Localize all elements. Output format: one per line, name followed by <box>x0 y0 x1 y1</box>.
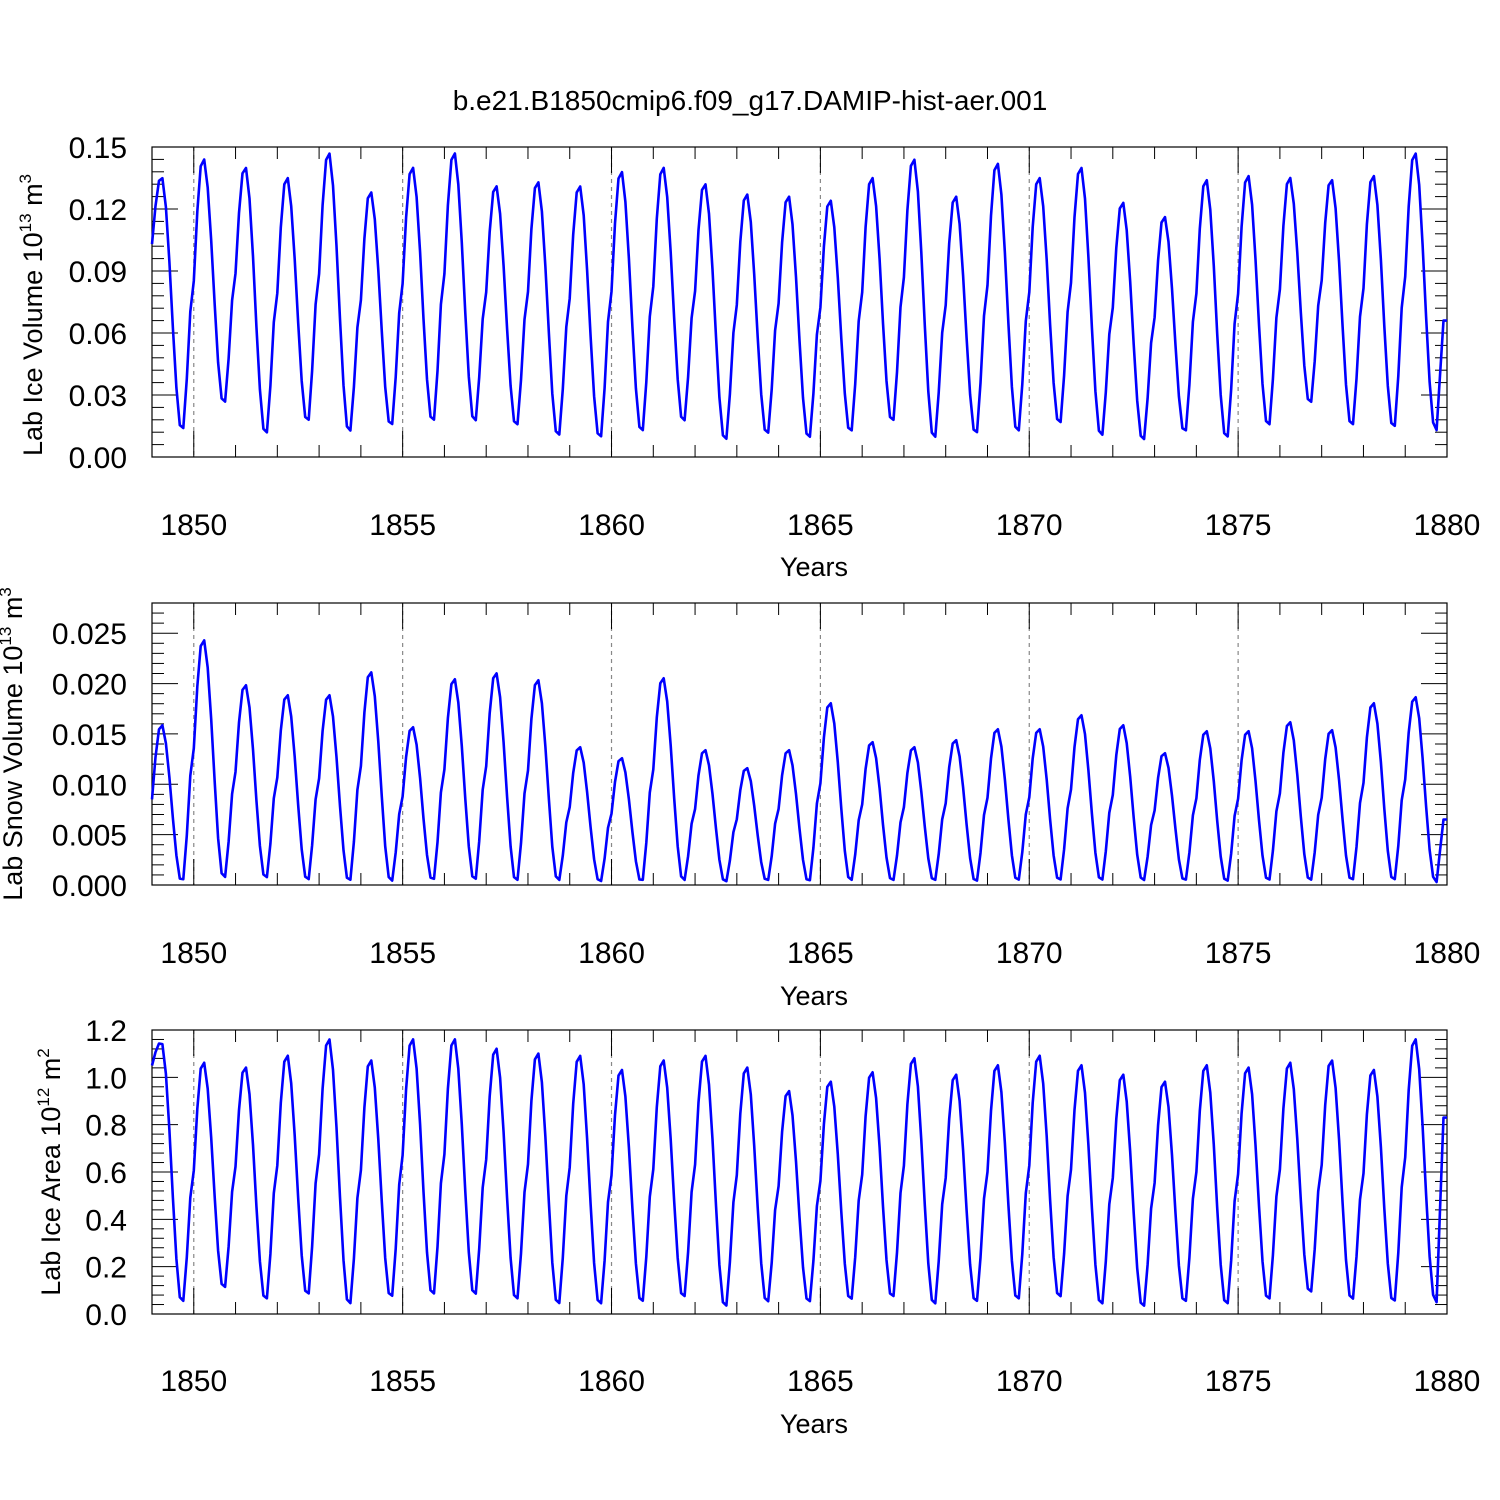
ice-area-panel: Years Lab Ice Area 1012 m2 0.0 0.2 0.4 0.6 0… <box>34 1015 1480 1439</box>
y-tick-label: 0.0 <box>85 1299 127 1332</box>
snow-volume-xlabel: Years <box>780 981 848 1011</box>
y-tick-label: 0.00 <box>69 442 127 475</box>
snow-volume-ylabel: Lab Snow Volume 1013 m3 <box>0 587 28 901</box>
y-tick-label: 0.005 <box>52 820 127 853</box>
y-tick-label: 1.0 <box>85 1062 127 1095</box>
snow-volume-series-line <box>150 639 1447 884</box>
x-tick-label: 1865 <box>787 1365 854 1398</box>
plot-frame <box>151 1029 1448 1315</box>
figure-title: b.e21.B1850cmip6.f09_g17.DAMIP-hist-aer.… <box>453 85 1048 116</box>
y-tick-label: 0.12 <box>69 194 127 227</box>
x-tick-label: 1880 <box>1414 1365 1481 1398</box>
x-tick-label: 1880 <box>1414 509 1481 542</box>
x-tick-label: 1855 <box>369 1365 436 1398</box>
y-tick-label: 0.015 <box>52 719 127 752</box>
ice-volume-ylabel: Lab Ice Volume 1013 m3 <box>16 174 48 456</box>
x-tick-label: 1875 <box>1205 509 1272 542</box>
snow-volume-panel: Years Lab Snow Volume 1013 m3 0.000 0.005… <box>0 587 1480 1011</box>
y-tick-label: 0.025 <box>52 618 127 651</box>
x-tick-label: 1855 <box>369 509 436 542</box>
y-tick-label: 0.000 <box>52 870 127 903</box>
x-tick-label: 1880 <box>1414 937 1481 970</box>
x-tick-label: 1850 <box>160 1365 227 1398</box>
y-tick-label: 0.06 <box>69 318 127 351</box>
x-tick-label: 1875 <box>1205 937 1272 970</box>
y-tick-label: 0.2 <box>85 1252 127 1285</box>
x-tick-label: 1865 <box>787 509 854 542</box>
y-tick-label: 0.6 <box>85 1157 127 1190</box>
plot-frame <box>151 146 1448 458</box>
x-tick-label: 1865 <box>787 937 854 970</box>
y-tick-label: 0.15 <box>69 132 127 165</box>
x-tick-label: 1850 <box>160 937 227 970</box>
y-tick-label: 1.2 <box>85 1015 127 1048</box>
x-tick-label: 1870 <box>996 937 1063 970</box>
ice-area-ylabel: Lab Ice Area 1012 m2 <box>34 1048 66 1296</box>
x-tick-label: 1875 <box>1205 1365 1272 1398</box>
y-tick-label: 0.03 <box>69 380 127 413</box>
y-tick-label: 0.8 <box>85 1110 127 1143</box>
ice-volume-panel: Years Lab Ice Volume 1013 m3 0.00 0.03 0.0… <box>16 132 1480 582</box>
y-tick-label: 0.010 <box>52 769 127 802</box>
x-tick-label: 1855 <box>369 937 436 970</box>
ice-area-series-line <box>150 1038 1447 1307</box>
x-tick-label: 1870 <box>996 1365 1063 1398</box>
ice-area-xlabel: Years <box>780 1409 848 1439</box>
ice-volume-xlabel: Years <box>780 552 848 582</box>
plot-frame <box>151 602 1448 886</box>
x-tick-label: 1850 <box>160 509 227 542</box>
y-tick-label: 0.09 <box>69 256 127 289</box>
ice-volume-series-line <box>150 152 1447 441</box>
x-tick-label: 1860 <box>578 509 645 542</box>
x-tick-label: 1870 <box>996 509 1063 542</box>
y-tick-label: 0.4 <box>85 1204 127 1237</box>
y-tick-label: 0.020 <box>52 669 127 702</box>
x-tick-label: 1860 <box>578 1365 645 1398</box>
x-tick-label: 1860 <box>578 937 645 970</box>
